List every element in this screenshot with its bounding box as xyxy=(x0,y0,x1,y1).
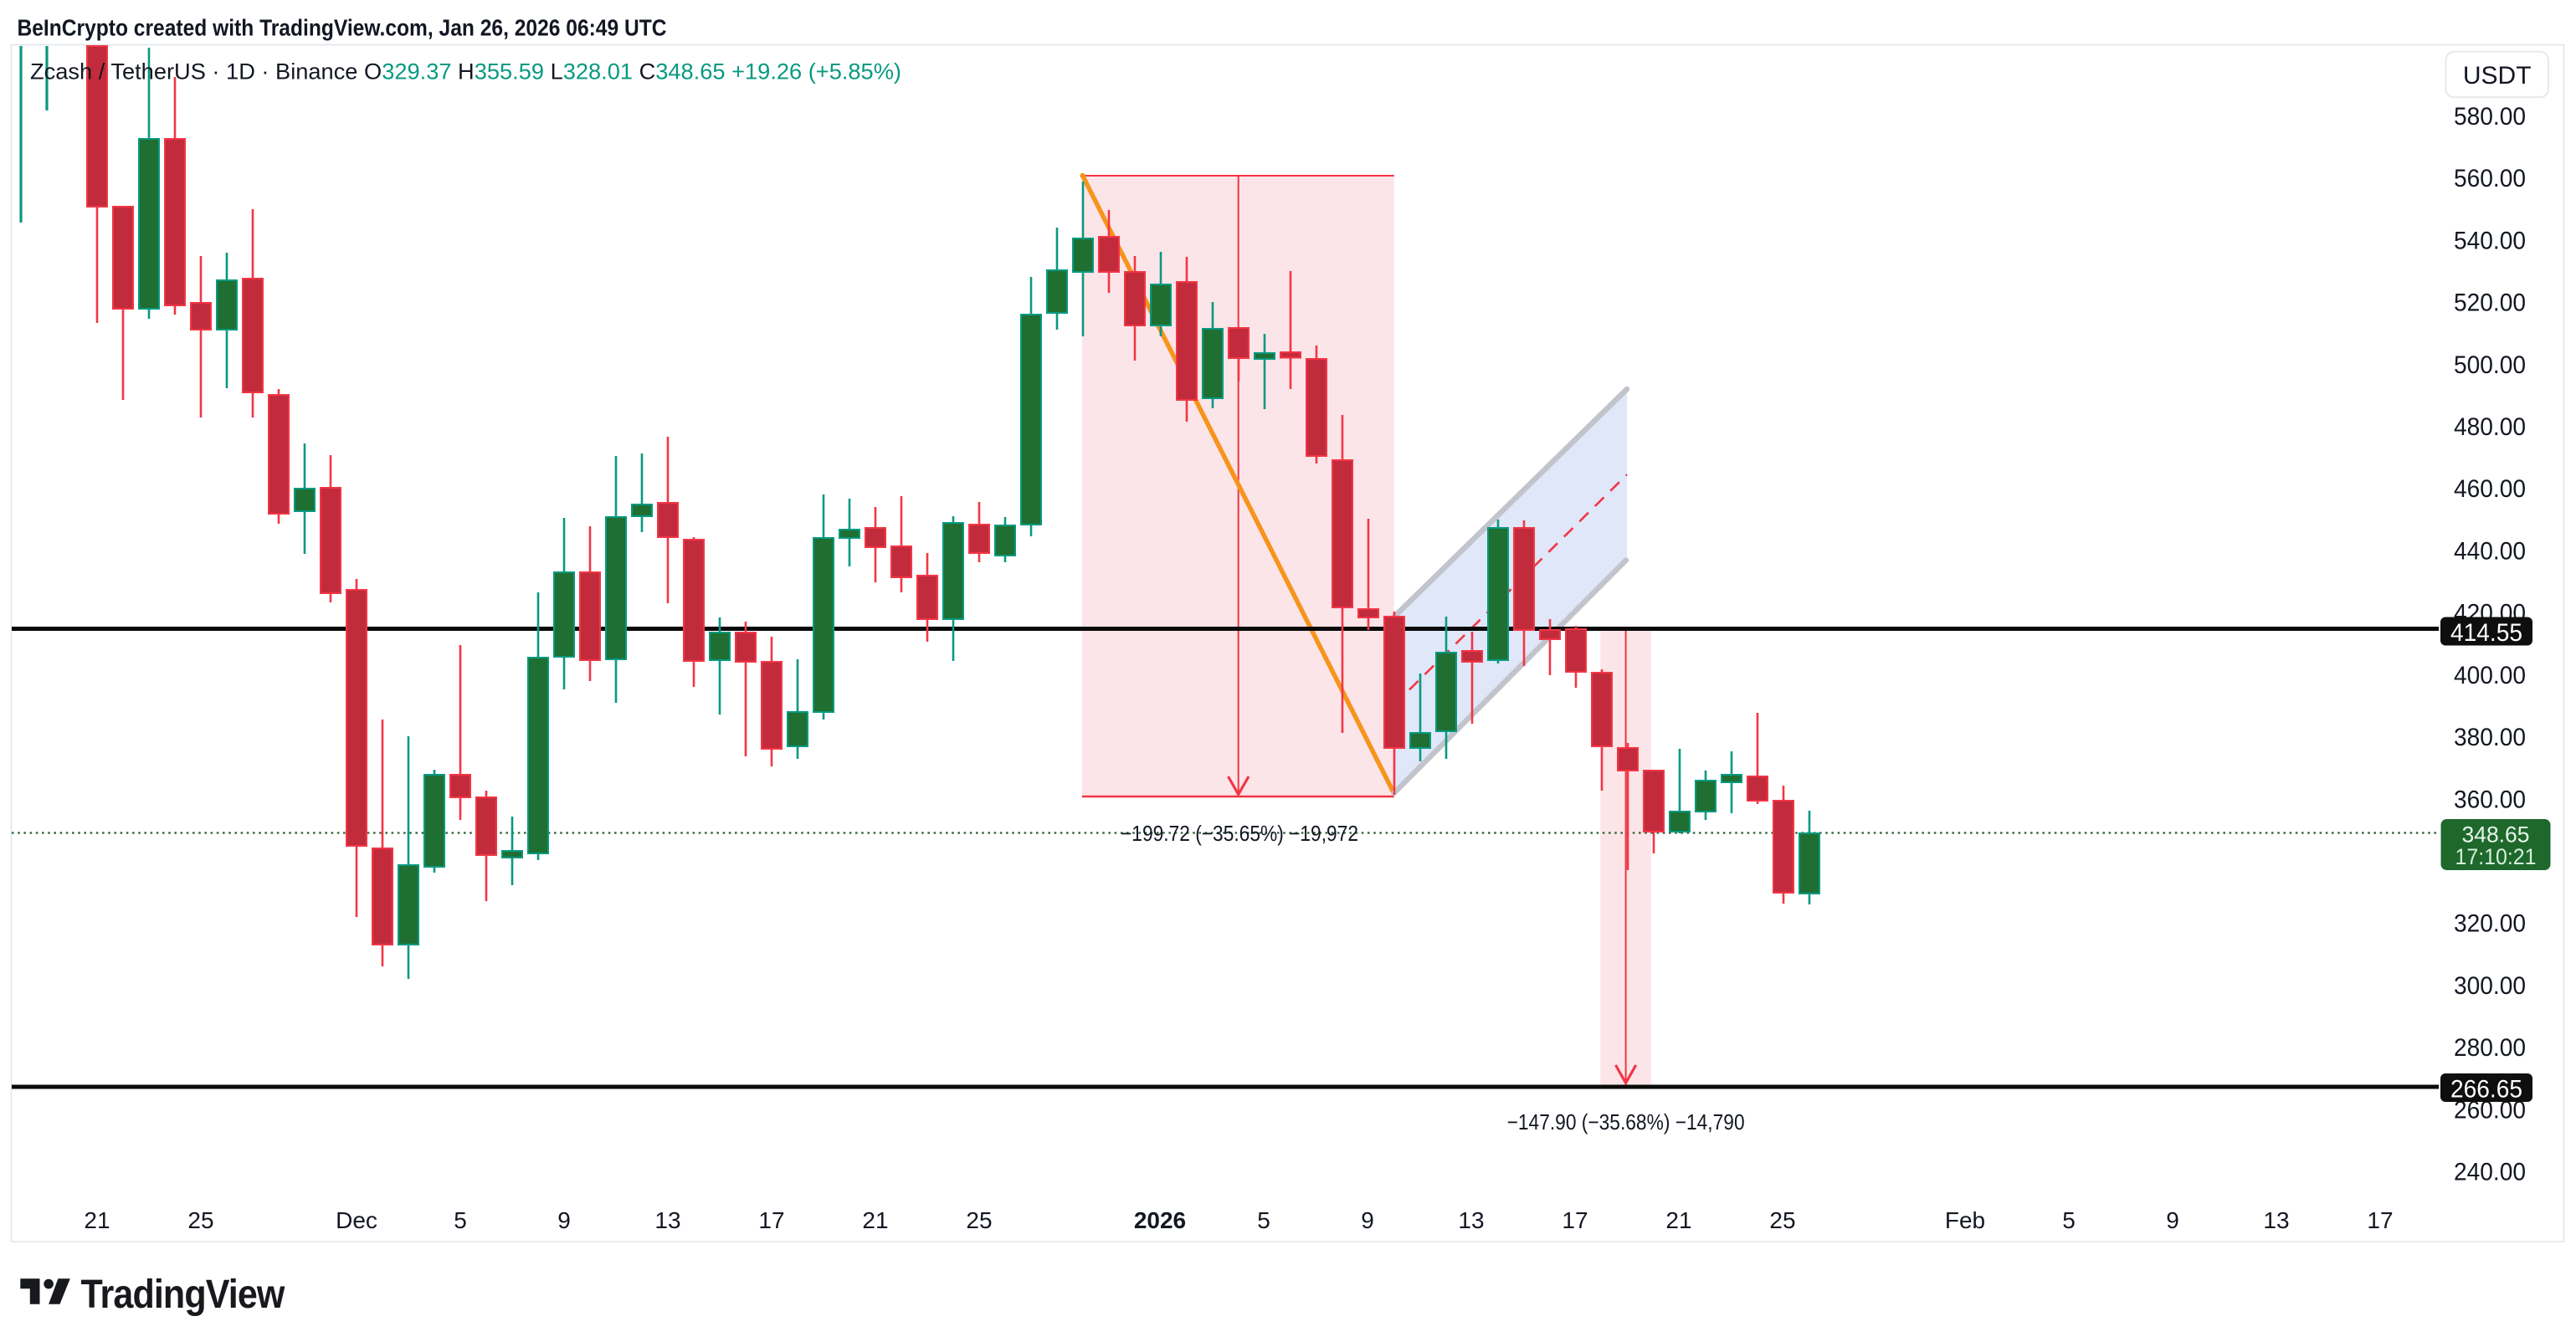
svg-text:25: 25 xyxy=(1769,1207,1795,1233)
svg-text:280.00: 280.00 xyxy=(2454,1034,2526,1062)
svg-text:21: 21 xyxy=(862,1207,888,1233)
svg-text:BeInCrypto created with Tradin: BeInCrypto created with TradingView.com,… xyxy=(18,15,667,41)
svg-text:2026: 2026 xyxy=(1134,1207,1186,1233)
svg-text:17: 17 xyxy=(1562,1207,1588,1233)
svg-text:9: 9 xyxy=(2166,1207,2179,1233)
svg-text:540.00: 540.00 xyxy=(2454,227,2526,254)
svg-text:9: 9 xyxy=(1361,1207,1374,1233)
svg-text:−199.72 (−35.65%) −19,972: −199.72 (−35.65%) −19,972 xyxy=(1121,821,1358,846)
svg-text:13: 13 xyxy=(1458,1207,1484,1233)
svg-text:5: 5 xyxy=(454,1207,467,1233)
svg-text:460.00: 460.00 xyxy=(2454,475,2526,503)
svg-text:17:10:21: 17:10:21 xyxy=(2455,844,2537,869)
svg-text:Zcash / TetherUS · 1D · Binanc: Zcash / TetherUS · 1D · Binance O 329.37 … xyxy=(30,59,901,85)
svg-text:Dec: Dec xyxy=(336,1207,377,1233)
svg-text:360.00: 360.00 xyxy=(2454,786,2526,813)
svg-text:480.00: 480.00 xyxy=(2454,413,2526,441)
svg-text:380.00: 380.00 xyxy=(2454,724,2526,751)
svg-text:13: 13 xyxy=(2263,1207,2289,1233)
svg-text:21: 21 xyxy=(1665,1207,1691,1233)
svg-text:580.00: 580.00 xyxy=(2454,103,2526,131)
svg-text:21: 21 xyxy=(84,1207,110,1233)
svg-text:414.55: 414.55 xyxy=(2450,619,2522,647)
svg-text:320.00: 320.00 xyxy=(2454,910,2526,938)
svg-text:348.65: 348.65 xyxy=(2462,822,2530,848)
svg-text:13: 13 xyxy=(654,1207,680,1233)
svg-text:500.00: 500.00 xyxy=(2454,351,2526,379)
svg-text:5: 5 xyxy=(2062,1207,2076,1233)
svg-text:560.00: 560.00 xyxy=(2454,165,2526,192)
svg-text:17: 17 xyxy=(758,1207,784,1233)
svg-text:520.00: 520.00 xyxy=(2454,289,2526,317)
svg-text:240.00: 240.00 xyxy=(2454,1159,2526,1186)
svg-text:5: 5 xyxy=(1257,1207,1270,1233)
svg-text:440.00: 440.00 xyxy=(2454,537,2526,565)
svg-text:USDT: USDT xyxy=(2463,62,2532,90)
svg-text:TradingView: TradingView xyxy=(81,1273,285,1317)
svg-text:17: 17 xyxy=(2367,1207,2393,1233)
svg-text:−147.90 (−35.68%) −14,790: −147.90 (−35.68%) −14,790 xyxy=(1507,1109,1745,1135)
svg-text:9: 9 xyxy=(557,1207,571,1233)
svg-text:25: 25 xyxy=(187,1207,213,1233)
svg-text:Feb: Feb xyxy=(1945,1207,1985,1233)
svg-text:25: 25 xyxy=(966,1207,992,1233)
svg-text:266.65: 266.65 xyxy=(2450,1076,2522,1104)
svg-text:300.00: 300.00 xyxy=(2454,972,2526,1000)
svg-text:400.00: 400.00 xyxy=(2454,662,2526,689)
